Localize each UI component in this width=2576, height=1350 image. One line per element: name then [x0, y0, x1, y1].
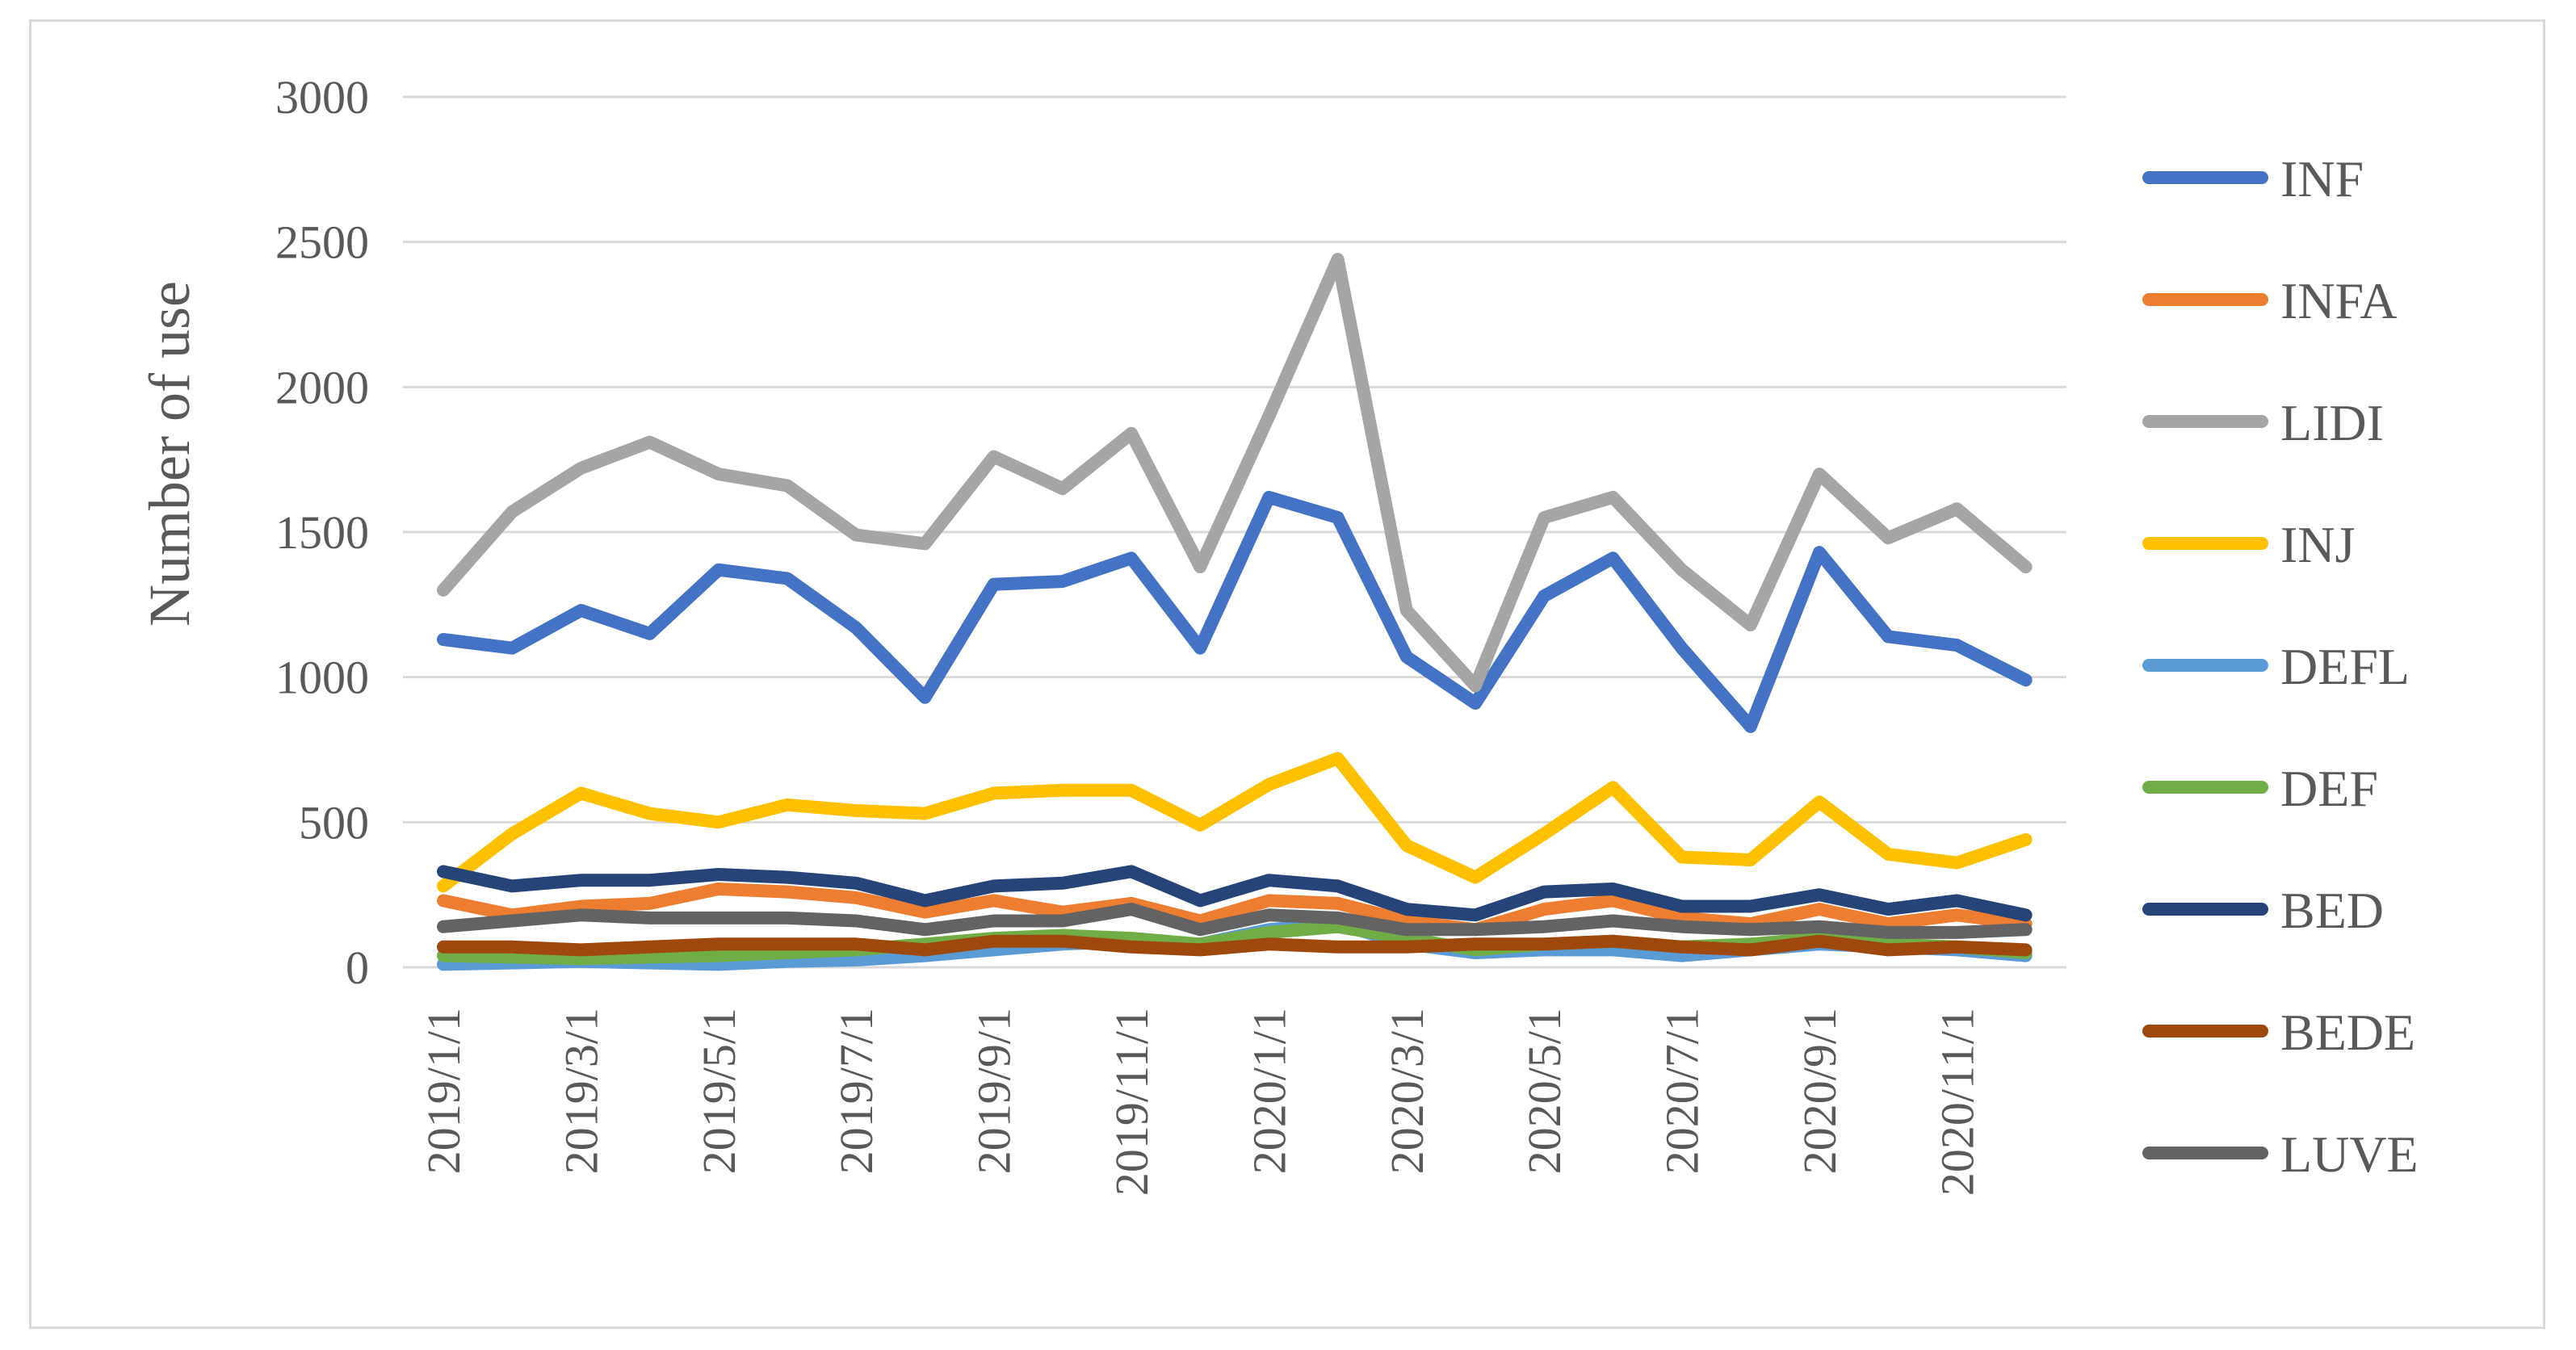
legend-label-infa: INFA: [2280, 272, 2398, 329]
y-tick-label: 3000: [275, 71, 369, 124]
x-tick-label: 2020/3/1: [1381, 1008, 1433, 1174]
legend-label-luve: LUVE: [2280, 1126, 2419, 1183]
chart-frame: 0 500 1000 1500 2000 2500 3000 2019/1/1 2019/3/…: [29, 19, 2545, 1329]
legend-label-bed: BED: [2280, 882, 2384, 939]
y-tick-label: 2000: [275, 361, 369, 413]
legend-label-inf: INF: [2280, 150, 2364, 208]
x-tick-label: 2020/1/1: [1243, 1008, 1295, 1174]
gridlines: [403, 95, 2066, 969]
x-tick-label: 2020/5/1: [1518, 1008, 1571, 1174]
series-line-lidi: [437, 253, 2033, 693]
x-tick-label: 2019/11/1: [1105, 1008, 1158, 1196]
y-tick-label: 500: [299, 796, 369, 849]
series-line-luve: [437, 903, 2033, 939]
x-tick-label: 2019/9/1: [968, 1008, 1021, 1174]
y-tick-label: 1000: [275, 652, 369, 704]
series-line-infa: [437, 883, 2033, 937]
legend-label-bede: BEDE: [2280, 1004, 2415, 1061]
x-tick-label: 2020/11/1: [1931, 1008, 1983, 1196]
y-axis-ticks: 0 500 1000 1500 2000 2500 3000: [275, 71, 369, 994]
y-tick-label: 0: [346, 941, 369, 994]
x-tick-label: 2020/9/1: [1794, 1008, 1846, 1174]
x-tick-label: 2019/7/1: [830, 1008, 883, 1174]
legend-label-inj: INJ: [2280, 516, 2355, 573]
legend-label-lidi: LIDI: [2280, 394, 2384, 451]
x-tick-label: 2019/3/1: [555, 1008, 607, 1174]
x-tick-label: 2019/1/1: [417, 1008, 470, 1174]
series-lines: [437, 253, 2033, 971]
x-axis-ticks: 2019/1/1 2019/3/1 2019/5/1 2019/7/1 2019/9/1…: [417, 1008, 1983, 1196]
series-line-inf: [437, 490, 2033, 733]
legend-label-defl: DEFL: [2280, 638, 2410, 695]
y-axis-title: Number of use: [137, 281, 202, 627]
x-tick-label: 2020/7/1: [1656, 1008, 1709, 1174]
y-tick-label: 1500: [275, 506, 369, 559]
line-chart: 0 500 1000 1500 2000 2500 3000 2019/1/1 2019/3/…: [137, 71, 2419, 1196]
series-line-bed: [437, 865, 2033, 922]
y-tick-label: 2500: [275, 216, 369, 269]
series-line-inj: [437, 752, 2033, 893]
x-tick-label: 2019/5/1: [693, 1008, 745, 1174]
legend: INF INFA LIDI INJ DEFL DEF BED BEDE LUVE: [2142, 150, 2419, 1183]
legend-label-def: DEF: [2280, 760, 2378, 817]
series-line-bede: [437, 934, 2033, 957]
